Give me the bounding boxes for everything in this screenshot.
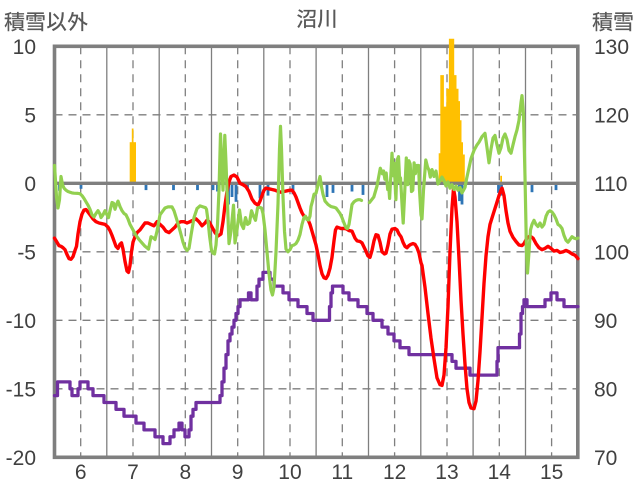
svg-text:10: 10: [13, 36, 36, 59]
svg-text:14: 14: [488, 461, 512, 484]
svg-text:11: 11: [331, 461, 353, 484]
svg-text:-5: -5: [17, 241, 36, 264]
svg-text:6: 6: [75, 461, 87, 484]
svg-text:-20: -20: [6, 447, 36, 470]
svg-text:120: 120: [594, 104, 629, 127]
svg-text:0: 0: [24, 173, 36, 196]
svg-text:7: 7: [127, 461, 139, 484]
svg-text:-10: -10: [6, 310, 36, 333]
svg-text:80: 80: [594, 378, 617, 401]
svg-text:9: 9: [232, 461, 244, 484]
svg-text:10: 10: [278, 461, 301, 484]
svg-text:-15: -15: [6, 378, 36, 401]
svg-text:130: 130: [594, 36, 629, 59]
svg-text:8: 8: [179, 461, 191, 484]
svg-text:12: 12: [383, 461, 406, 484]
svg-text:70: 70: [594, 447, 617, 470]
svg-text:5: 5: [24, 104, 36, 127]
svg-text:100: 100: [594, 241, 629, 264]
svg-text:110: 110: [594, 173, 627, 196]
svg-text:13: 13: [435, 461, 458, 484]
svg-text:15: 15: [540, 461, 563, 484]
svg-text:90: 90: [594, 310, 617, 333]
